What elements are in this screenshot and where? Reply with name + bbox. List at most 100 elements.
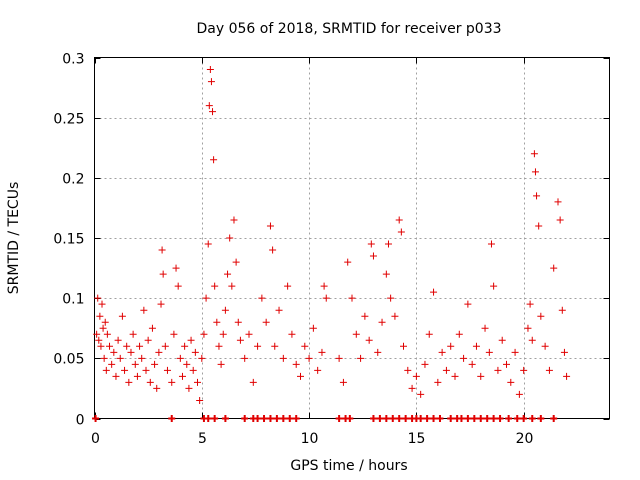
zero-point <box>369 415 377 422</box>
data-point <box>404 366 412 374</box>
zero-point <box>402 415 410 422</box>
data-point <box>140 306 148 314</box>
data-point <box>116 354 124 362</box>
data-point <box>146 378 154 386</box>
data-point <box>515 390 523 398</box>
data-point <box>425 330 433 338</box>
data-point <box>129 330 137 338</box>
data-point <box>563 372 571 380</box>
data-point <box>387 294 395 302</box>
zero-point <box>346 415 354 422</box>
data-point <box>520 366 528 374</box>
zero-point <box>221 415 229 422</box>
y-tick-label: 0.05 <box>53 352 84 368</box>
data-point <box>101 318 109 326</box>
data-point <box>163 366 171 374</box>
y-tick-label: 0.1 <box>62 292 84 308</box>
data-point <box>181 342 189 350</box>
data-point <box>344 258 352 266</box>
data-point <box>118 312 126 320</box>
zero-point <box>423 415 431 422</box>
x-tick-label: 15 <box>408 431 426 447</box>
data-point <box>442 366 450 374</box>
data-point <box>138 354 146 362</box>
data-point <box>207 78 215 86</box>
data-point <box>511 348 519 356</box>
x-axis-label: GPS time / hours <box>290 458 407 474</box>
data-point <box>528 336 536 344</box>
data-points <box>92 66 571 422</box>
data-point <box>438 348 446 356</box>
data-point <box>127 348 135 356</box>
y-tick-label: 0.2 <box>62 172 84 188</box>
zero-point <box>266 415 274 422</box>
data-point <box>357 354 365 362</box>
data-point <box>213 318 221 326</box>
data-point <box>102 366 110 374</box>
y-axis-label: SRMTID / TECUs <box>6 182 22 295</box>
data-point <box>241 354 249 362</box>
data-point <box>125 378 133 386</box>
data-point <box>365 336 373 344</box>
data-point <box>95 336 103 344</box>
data-point <box>531 168 539 176</box>
zero-point <box>550 415 558 422</box>
data-point <box>335 354 343 362</box>
zero-point <box>389 415 397 422</box>
data-point <box>159 270 167 278</box>
data-point <box>172 264 180 272</box>
data-point <box>481 324 489 332</box>
data-point <box>176 354 184 362</box>
data-point <box>210 156 218 164</box>
data-point <box>464 300 472 308</box>
tick-layer: 0 0.05 0.1 0.15 0.2 0.25 0.3 0 5 10 15 20 <box>53 52 610 447</box>
data-point <box>187 336 195 344</box>
data-point <box>305 354 313 362</box>
zero-point <box>464 415 472 422</box>
zero-point <box>260 415 268 422</box>
data-point <box>320 282 328 290</box>
data-point <box>123 342 131 350</box>
data-point <box>136 342 144 350</box>
data-point <box>533 192 541 200</box>
zero-point <box>520 415 528 422</box>
data-point <box>234 318 242 326</box>
zero-point <box>376 415 384 422</box>
data-point <box>209 108 217 116</box>
data-point <box>558 306 566 314</box>
data-point <box>460 354 468 362</box>
data-point <box>421 360 429 368</box>
chart-title: Day 056 of 2018, SRMTID for receiver p03… <box>196 21 501 37</box>
data-point <box>348 294 356 302</box>
data-point <box>249 378 257 386</box>
data-point <box>391 312 399 320</box>
zero-point <box>447 415 455 422</box>
data-point <box>194 378 201 386</box>
data-point <box>106 342 114 350</box>
zero-point <box>292 415 300 422</box>
data-point <box>447 342 455 350</box>
data-point <box>103 330 111 338</box>
data-point <box>526 300 534 308</box>
zero-point <box>254 415 262 422</box>
data-point <box>275 306 283 314</box>
data-point <box>198 354 206 362</box>
data-point <box>301 342 309 350</box>
zero-point <box>483 415 491 422</box>
grid-layer <box>94 57 610 419</box>
data-point <box>541 342 549 350</box>
data-point <box>535 222 543 230</box>
data-point <box>221 306 229 314</box>
data-point <box>292 360 300 368</box>
data-point <box>211 282 219 290</box>
data-point <box>494 366 502 374</box>
data-point <box>112 372 120 380</box>
data-point <box>170 330 178 338</box>
data-point <box>468 360 476 368</box>
data-point <box>367 240 375 248</box>
data-point <box>96 312 104 320</box>
data-point <box>230 216 238 224</box>
data-point <box>121 366 129 374</box>
data-point <box>189 366 197 374</box>
data-point <box>158 246 166 254</box>
